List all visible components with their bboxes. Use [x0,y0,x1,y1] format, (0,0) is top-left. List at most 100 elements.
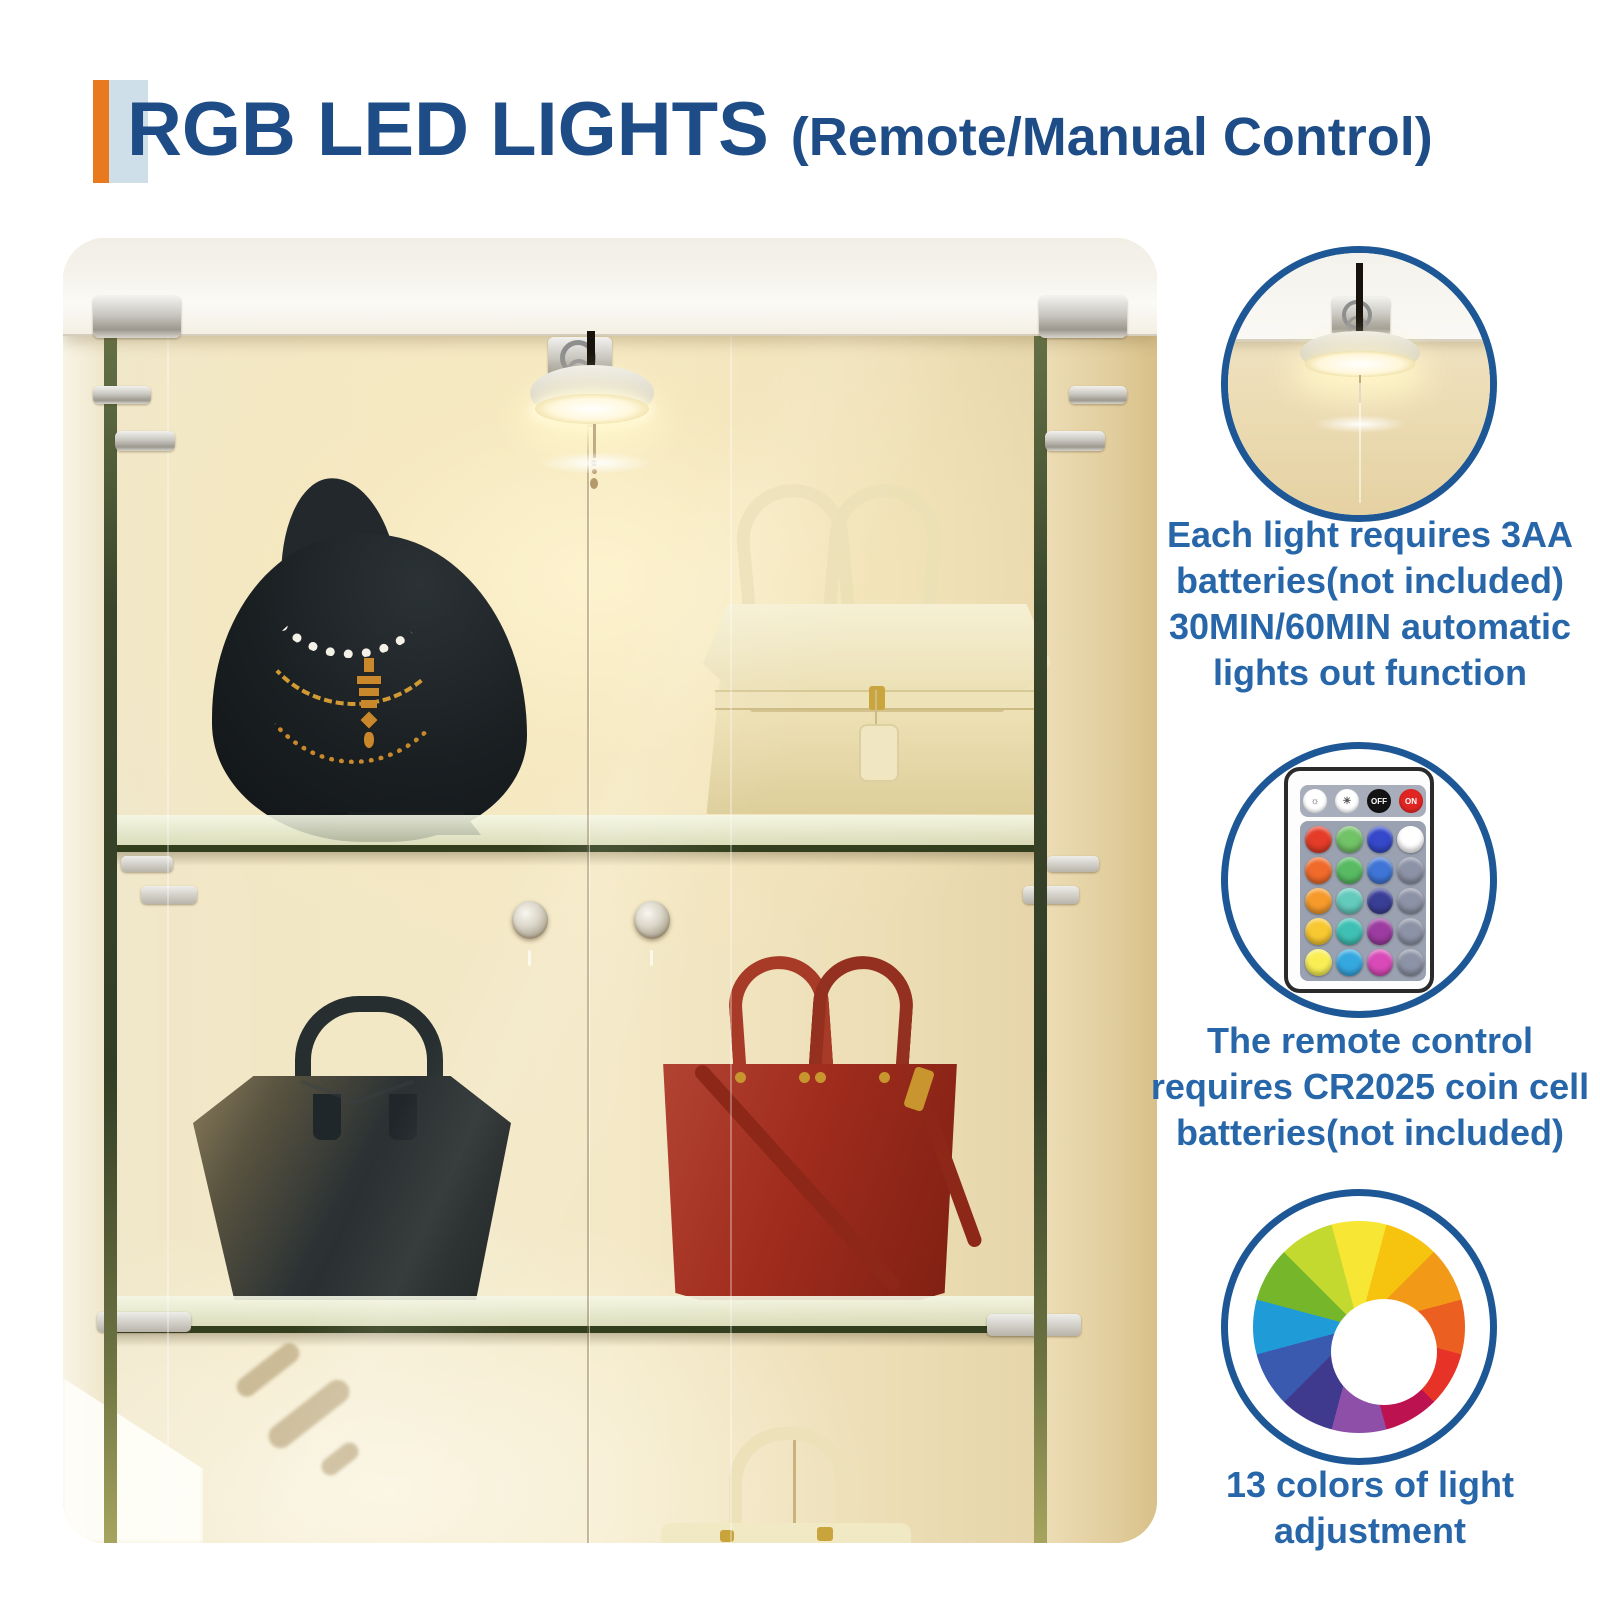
door-hinge-top-right [1039,296,1127,338]
caption-line: 30MIN/60MIN automatic [1168,606,1572,647]
door-knob-right [634,901,670,939]
cabinet-left-side [63,334,104,1543]
door-center-seam [587,334,589,1543]
page-title: RGB LED LIGHTS [127,87,769,172]
gold-ring [879,1072,890,1083]
pendant [361,700,377,708]
shelf-clamp [141,886,197,904]
door-hinge-bottom-left [97,1312,191,1332]
led-light-glow-face [535,394,649,424]
off-button-label: OFF [1371,796,1387,806]
glass-shelf-lower [104,1296,1047,1347]
black-tote-bag [193,1076,511,1300]
caption-line: adjustment [1273,1510,1467,1551]
remote-color-button [1366,949,1394,977]
door-center-seam-highlight [589,334,590,1543]
brightness-up-button: ☀ [1335,789,1359,813]
color-wheel [1253,1221,1465,1433]
caption-remote: The remote control requires CR2025 coin … [1135,1018,1600,1156]
cream-handbag-cord [875,690,877,730]
cream-handbag-partial [661,1523,911,1543]
remote-color-button [1305,826,1332,853]
remote-color-button [1397,887,1425,915]
caption-light: Each light requires 3AA batteries(not in… [1135,512,1600,696]
door-reflection-line [167,334,169,1543]
light-reflection [540,452,652,474]
accent-bar-orange [93,80,109,183]
on-button: ON [1399,789,1423,813]
shelf-clamp [1047,856,1099,872]
gold-ring [815,1072,826,1083]
page-subtitle: (Remote/Manual Control) [790,107,1433,167]
pendant [359,688,379,696]
door-hinge-top-left [93,296,181,338]
cabinet-top-board [63,238,1157,336]
caption-line: The remote control [1206,1020,1534,1061]
remote-color-button [1397,949,1425,977]
door-hinge-right [1045,431,1105,451]
remote-color-button [1366,856,1394,884]
glass-shelf-upper [104,815,1047,866]
pendant [357,676,381,684]
feature-circle-wheel [1221,1189,1497,1465]
glass-edge-left [104,298,117,1543]
remote-color-button [1366,918,1394,946]
door-knob-left [512,901,548,939]
remote-color-button [1335,918,1363,946]
remote-color-button [1366,826,1394,853]
caption-line: batteries(not included) [1175,560,1565,601]
closeup-light-stem [1356,263,1363,351]
remote-color-button [1305,887,1332,915]
cabinet-right-side [1047,334,1157,1543]
cabinet-interior [63,238,1157,1543]
caption-line: Each light requires 3AA [1166,514,1574,555]
remote-top-row: ☼ ☀ OFF ON [1300,785,1426,817]
door-reflection-line [730,334,732,1543]
remote-color-button [1335,826,1363,853]
remote-color-button [1397,918,1425,946]
pendant [364,732,374,748]
shelf-clamp [121,856,173,872]
knob-reflection [528,950,531,966]
black-tote-handle-tab [389,1094,417,1140]
brightness-down-button: ☼ [1303,789,1327,813]
caption-line: batteries(not included) [1175,1112,1565,1153]
remote-color-button [1305,918,1332,946]
remote-color-button [1335,949,1363,977]
pull-chain-bead [590,478,598,489]
pendant [364,658,374,672]
gold-tab [720,1530,734,1542]
caption-wheel: 13 colors of light adjustment [1135,1462,1600,1554]
on-button-label: ON [1405,796,1417,806]
feature-circle-light [1221,246,1497,522]
caption-line: lights out function [1213,652,1527,693]
shelf-clamp [1023,886,1079,904]
feature-circle-remote: ☼ ☀ OFF ON [1221,742,1497,1018]
door-hinge-left [93,386,151,404]
remote-color-button [1366,887,1394,915]
caption-line: 13 colors of light [1225,1464,1515,1505]
door-hinge-right [1069,386,1127,404]
closeup-light-reflection [1314,415,1406,433]
knob-reflection [650,950,653,966]
black-tote-handle-tab [313,1094,341,1140]
gold-tab [817,1527,833,1541]
cream-handbag-lock [869,686,885,710]
brightness-up-icon: ☀ [1342,795,1352,807]
gold-ring [799,1072,810,1083]
remote-color-button [1397,826,1425,853]
display-cabinet-photo [63,238,1157,1543]
remote-color-button [1335,856,1363,884]
accent-bar-lightblue [109,80,148,183]
header: RGB LED LIGHTS (Remote/Manual Control) [127,74,1433,186]
remote-color-grid [1300,821,1426,981]
color-wheel-hole [1331,1299,1437,1405]
remote-color-button [1397,856,1425,884]
remote-color-button [1305,856,1332,884]
pull-chain [593,424,596,458]
off-button: OFF [1367,789,1391,813]
brightness-down-icon: ☼ [1310,795,1320,807]
closeup-glass-seam [1359,383,1361,503]
remote-color-button [1335,887,1363,915]
